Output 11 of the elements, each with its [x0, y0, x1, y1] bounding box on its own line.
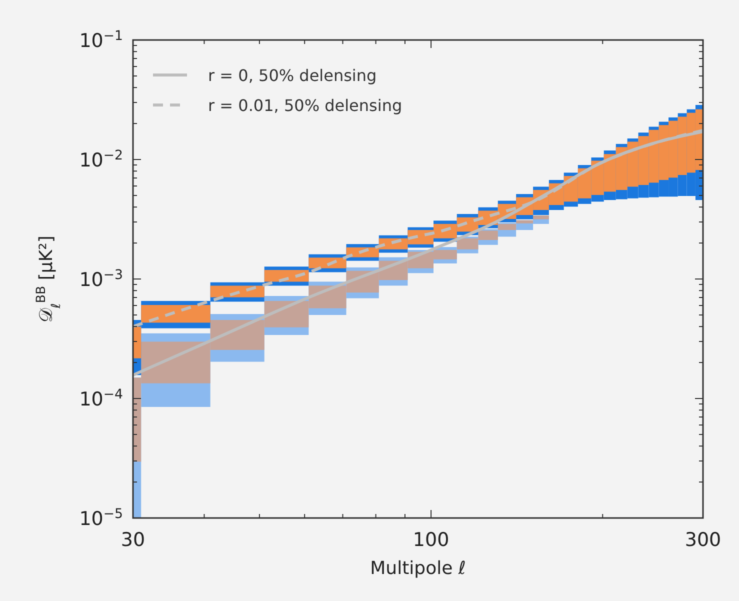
y-tick-label: 10$^{−4}$	[79, 387, 123, 410]
legend-label: r = 0.01, 50% delensing	[208, 96, 402, 115]
y-tick-label: 10$^{−3}$	[79, 268, 123, 291]
x-tick-label: 300	[684, 529, 722, 551]
y-tick-label: 10$^{−5}$	[79, 506, 123, 530]
y-tick-label: 10$^{−2}$	[79, 148, 123, 172]
y-tick-label: 10$^{−1}$	[79, 28, 123, 52]
x-axis-title: Multipole ℓ	[370, 558, 466, 579]
x-tick-label: 100	[412, 529, 450, 551]
x-tick-label: 30	[120, 529, 146, 551]
legend-label: r = 0, 50% delensing	[208, 66, 377, 85]
